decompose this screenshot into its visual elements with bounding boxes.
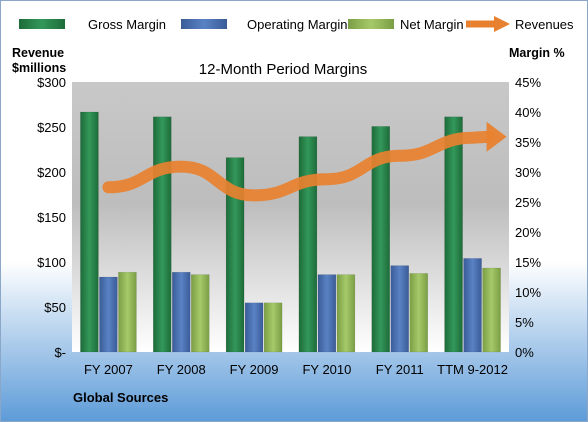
revenue-line <box>102 121 507 202</box>
left-tick-label: $- <box>54 345 66 360</box>
legend-label-net-margin: Net Margin <box>400 17 464 32</box>
revenue-point <box>472 137 474 139</box>
net-margin-bar <box>409 273 428 353</box>
legend-label-operating-margin: Operating Margin <box>247 17 347 32</box>
legend-swatch-net-margin <box>348 19 394 29</box>
category-label: FY 2010 <box>302 362 351 377</box>
gross-margin-bar <box>298 136 318 353</box>
legend-label-revenues: Revenues <box>515 17 574 32</box>
right-tick-label: 20% <box>515 225 541 240</box>
left-axis-ticks: $- $50 $100 $150 $200 $250 $300 <box>37 75 66 360</box>
operating-margin-bar <box>463 258 482 353</box>
right-tick-label: 5% <box>515 315 534 330</box>
right-axis-ticks: 0% 5% 10% 15% 20% 25% 30% 35% 40% 45% <box>515 75 541 360</box>
legend-swatch-gross-margin <box>19 19 65 29</box>
source-label: Global Sources <box>73 390 168 405</box>
plot-area <box>72 82 509 352</box>
gross-margin-bar <box>225 157 245 353</box>
right-tick-label: 40% <box>515 105 541 120</box>
left-axis-title-line1: Revenue <box>12 46 64 60</box>
gross-margin-bar <box>444 116 463 353</box>
right-tick-label: 25% <box>515 195 541 210</box>
gross-margin-bar <box>153 116 172 353</box>
category-label: FY 2011 <box>376 362 424 377</box>
right-axis-title: Margin % <box>509 46 565 60</box>
right-tick-label: 10% <box>515 285 541 300</box>
left-tick-label: $250 <box>37 120 66 135</box>
left-tick-label: $100 <box>37 255 66 270</box>
left-tick-label: $300 <box>37 75 66 90</box>
left-tick-label: $200 <box>37 165 66 180</box>
net-margin-bar <box>118 271 137 353</box>
right-tick-label: 0% <box>515 345 534 360</box>
legend-arrow-icon <box>494 16 510 32</box>
category-label: FY 2008 <box>157 362 206 377</box>
left-axis-title-line2: $millions <box>12 61 66 75</box>
revenue-point <box>399 155 401 157</box>
legend-swatch-operating-margin <box>181 19 227 29</box>
revenue-line-path <box>102 130 495 202</box>
gross-margin-bar <box>80 111 99 353</box>
operating-margin-bar <box>244 302 264 353</box>
operating-margin-bar <box>317 274 337 353</box>
net-margin-bar <box>336 274 356 353</box>
net-margin-bar <box>482 267 501 353</box>
left-tick-label: $150 <box>37 210 66 225</box>
category-label: FY 2009 <box>230 362 279 377</box>
right-tick-label: 35% <box>515 135 541 150</box>
gross-margin-bar <box>371 126 390 353</box>
revenue-point <box>253 194 255 196</box>
net-margin-bar <box>263 302 283 353</box>
chart-title: 12-Month Period Margins <box>199 61 367 78</box>
legend-label-gross-margin: Gross Margin <box>88 17 166 32</box>
right-tick-label: 15% <box>515 255 541 270</box>
operating-margin-bar <box>172 271 191 353</box>
legend: Gross Margin Operating Margin Net Margin… <box>19 16 574 32</box>
operating-margin-bar <box>390 265 409 353</box>
right-tick-label: 45% <box>515 75 541 90</box>
category-label: FY 2007 <box>84 362 133 377</box>
revenue-point <box>326 178 328 180</box>
revenue-point <box>107 186 109 188</box>
category-label: TTM 9-2012 <box>437 362 508 377</box>
right-tick-label: 30% <box>515 165 541 180</box>
net-margin-bar <box>191 274 210 353</box>
revenue-arrowhead-icon <box>486 121 507 152</box>
left-tick-label: $50 <box>44 300 66 315</box>
revenue-point <box>180 166 182 168</box>
category-labels: FY 2007 FY 2008 FY 2009 FY 2010 FY 2011 TTM 9… <box>84 362 508 377</box>
operating-margin-bar <box>99 276 118 353</box>
